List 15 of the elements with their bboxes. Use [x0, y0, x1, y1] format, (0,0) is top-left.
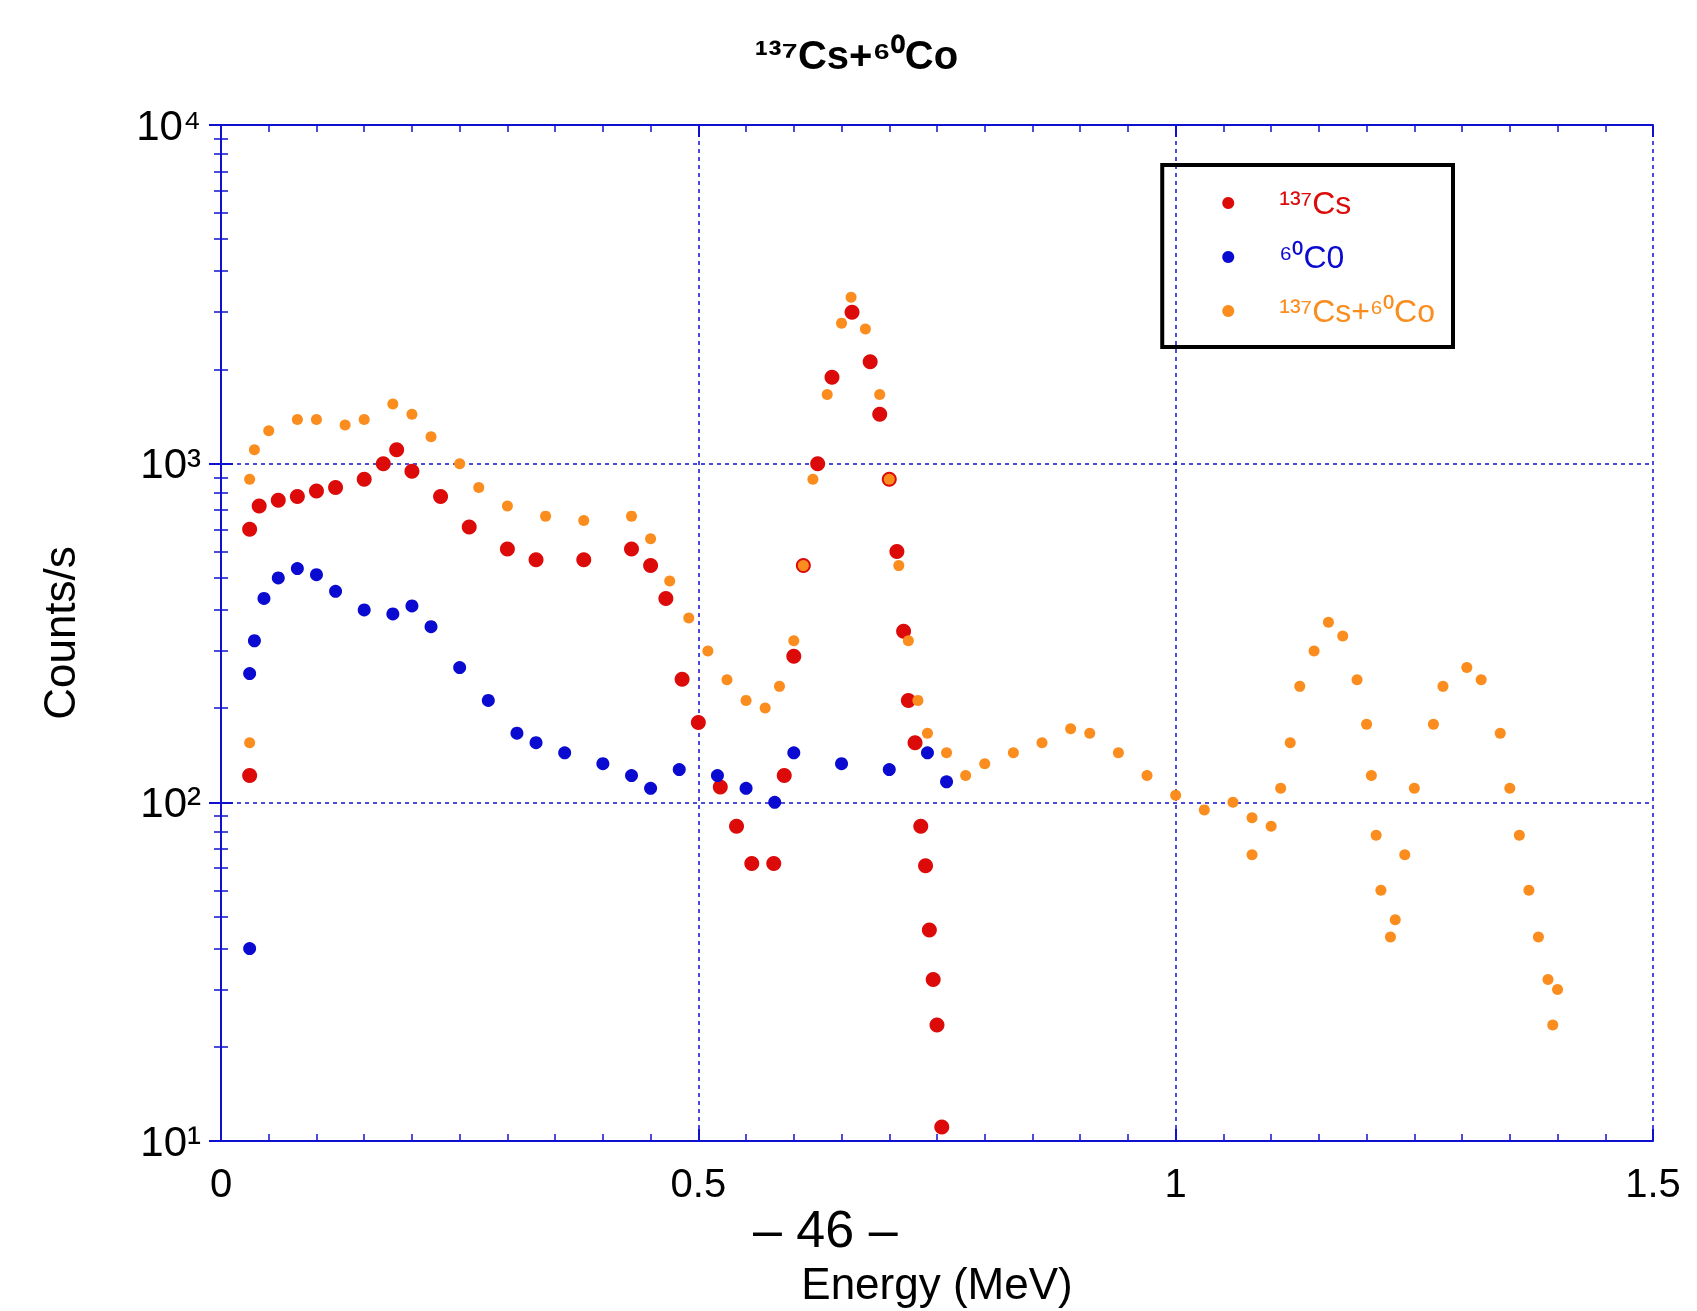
text: – 46 – — [753, 1200, 898, 1258]
legend-label: ⁶⁰C0 — [1279, 239, 1345, 275]
chart-title: ¹³⁷Cs+⁶⁰Co — [754, 33, 959, 77]
y-tick-label: 10³ — [140, 440, 202, 488]
x-tick-label: 1 — [1164, 1161, 1187, 1205]
x-tick-label: 0.5 — [670, 1161, 727, 1205]
legend-label: ¹³⁷Cs+⁶⁰Co — [1279, 293, 1435, 329]
y-tick-label: 10² — [140, 778, 202, 826]
legend-label: ¹³⁷Cs — [1279, 185, 1352, 221]
x-tick-label: 0 — [209, 1161, 233, 1205]
x-axis-title: Energy (MeV) — [801, 1258, 1073, 1308]
y-tick-label: 10⁴ — [136, 101, 201, 149]
x-tick-label: 1.5 — [1625, 1161, 1681, 1205]
y-axis-title: Counts/s — [34, 546, 84, 720]
y-tick-label: 10¹ — [140, 1117, 202, 1165]
